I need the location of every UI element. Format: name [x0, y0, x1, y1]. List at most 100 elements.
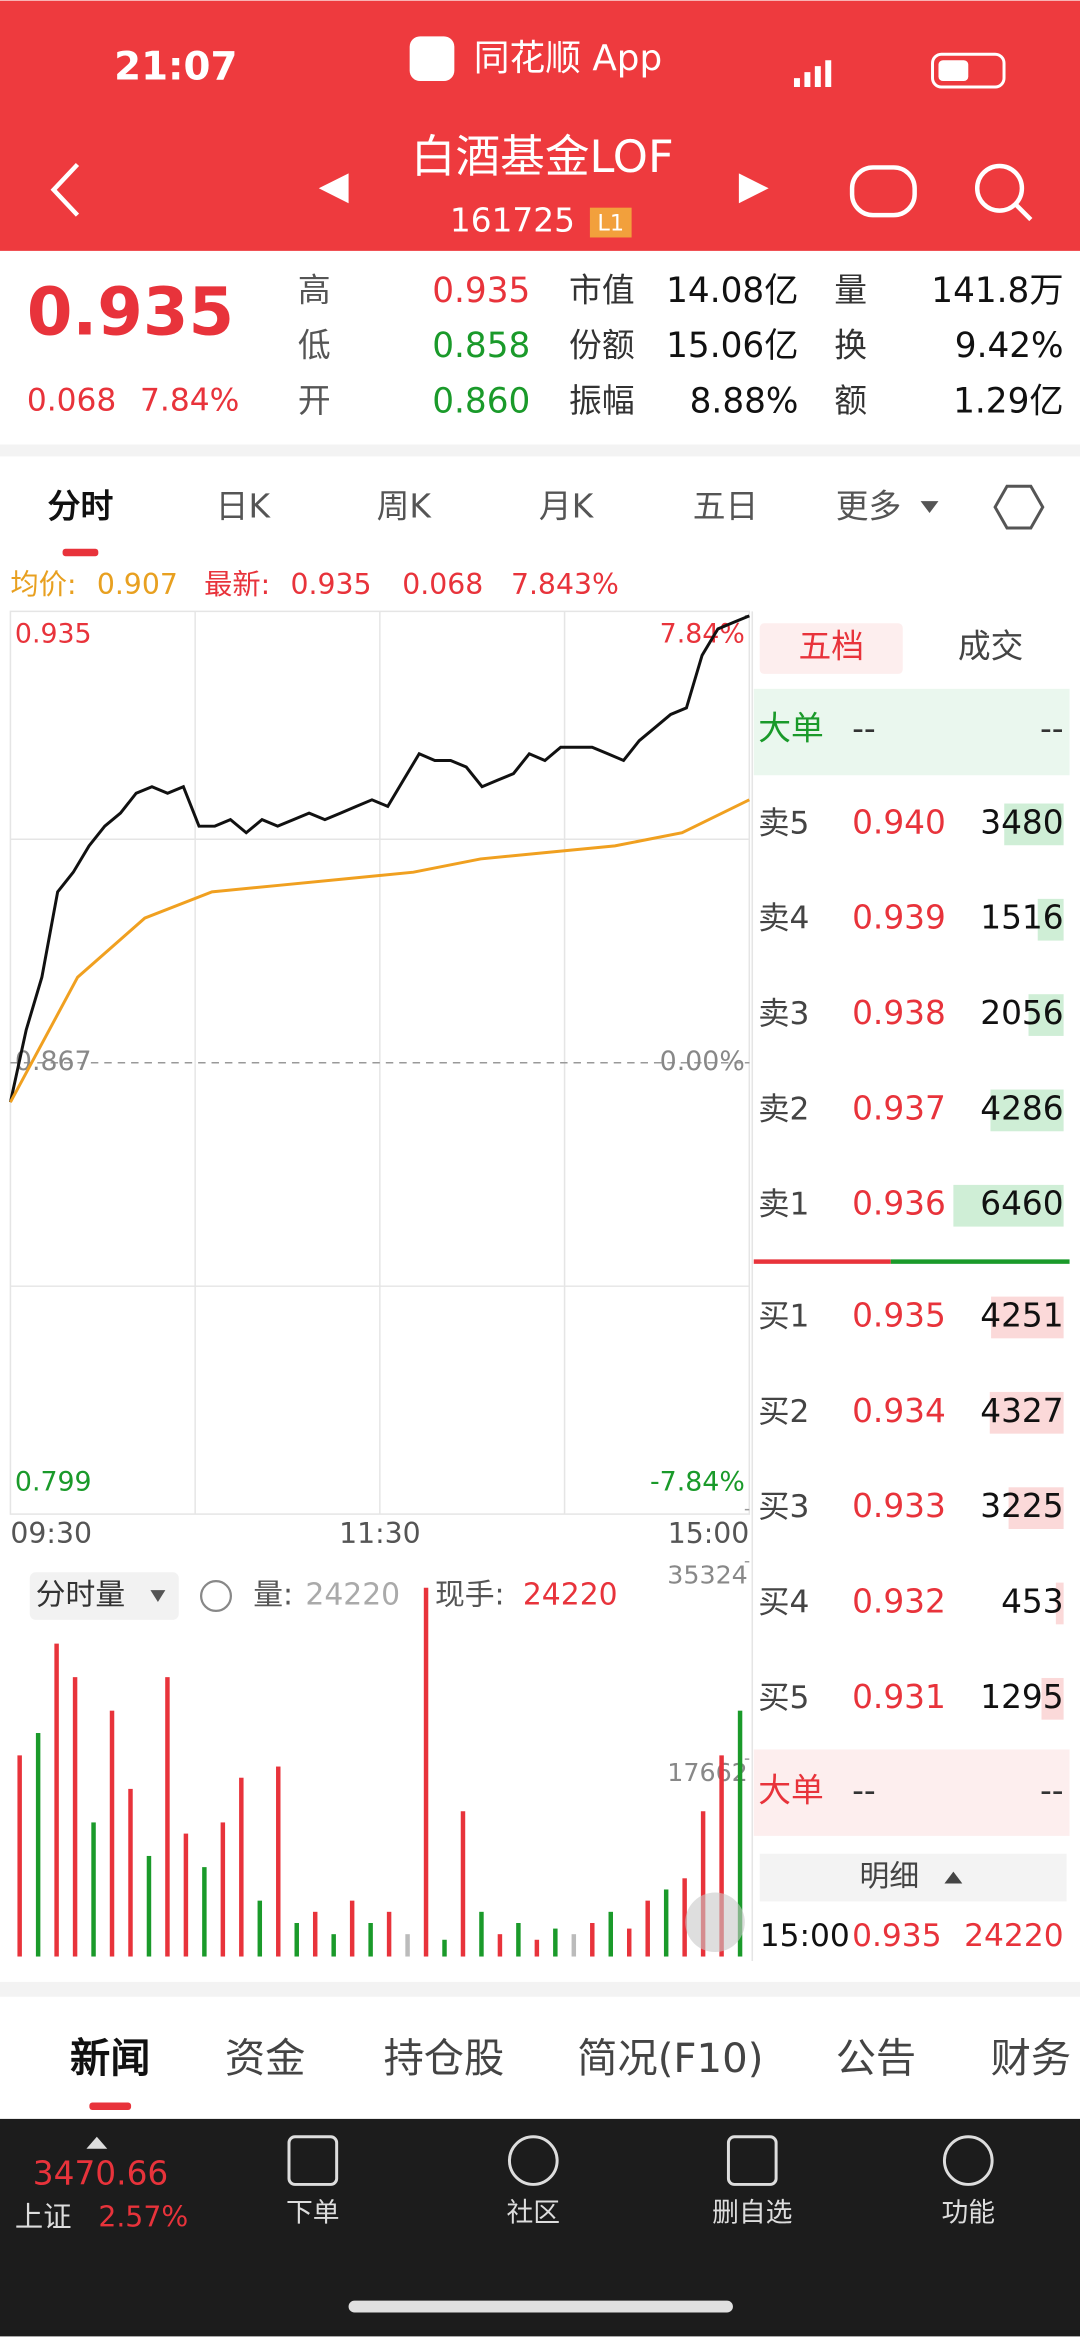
stat-label: 市值 [569, 272, 635, 310]
pct: 7.84% [140, 382, 239, 418]
level-price: 0.936 [852, 1185, 946, 1223]
level: 买3 [758, 1489, 809, 1525]
depth-bar [1028, 994, 1064, 1036]
book-tab: 五档 [798, 628, 864, 666]
search-handle [1014, 203, 1033, 222]
y-tick-label: 35324 [667, 1560, 748, 1590]
depth-bar [1037, 898, 1064, 941]
level: 卖5 [758, 805, 809, 841]
tab: 周K [377, 488, 433, 526]
big-dash: -- [852, 1772, 876, 1810]
level-price: 0.931 [852, 1678, 946, 1716]
price-line [8, 614, 750, 1103]
volume-bar [682, 1878, 687, 1957]
legend-item: 0.935 [290, 568, 371, 601]
next-button[interactable] [738, 173, 769, 204]
big-label: 大单 [758, 710, 824, 748]
price-line [9, 798, 750, 1103]
level: 买5 [758, 1680, 809, 1716]
big-buy-bg [753, 1749, 1070, 1836]
app-icon [409, 36, 455, 82]
signal-icon [793, 60, 832, 88]
nav-icon [726, 2135, 778, 2186]
bottom-tab[interactable]: 新闻 [70, 2036, 150, 2082]
volume-bar [202, 1867, 207, 1957]
legend-item: 0.907 [97, 568, 178, 601]
vol-select-bg [29, 1572, 179, 1620]
more-arrow [920, 501, 939, 514]
nav-item[interactable]: 功能 [941, 2198, 995, 2229]
level: 卖2 [758, 1091, 809, 1127]
expand-button[interactable] [685, 1892, 745, 1953]
settings-button[interactable] [993, 484, 1045, 530]
help-icon [199, 1580, 233, 1613]
level-volume: 1295 [980, 1678, 1063, 1716]
volume-bar [109, 1710, 115, 1957]
vol-value: 24220 [305, 1578, 400, 1613]
depth-bar [990, 1089, 1064, 1132]
legend-item: 最新: [204, 568, 270, 601]
tab: 日K [216, 488, 272, 526]
volume-bar [331, 1934, 336, 1957]
x-tick-label: 15:00 [668, 1517, 750, 1550]
stat-value: 0.935 [432, 271, 530, 311]
bottom-tab[interactable]: 持仓股 [384, 2036, 505, 2082]
y-tick-label: 0.935 [15, 619, 92, 650]
book-split-green [890, 1259, 1070, 1264]
bottom-tab[interactable]: 简况(F10) [577, 2036, 763, 2082]
volume-bar [220, 1822, 226, 1957]
level-volume: 3225 [980, 1487, 1063, 1525]
change: 0.068 [27, 382, 117, 418]
big-sell-bg [753, 688, 1070, 776]
volume-bar [590, 1923, 595, 1957]
stat-value: 0.858 [432, 326, 530, 366]
volume-bar [386, 1911, 392, 1957]
level-price: 0.935 [852, 1296, 946, 1334]
header-bg [0, 0, 1080, 251]
level-volume: 1516 [980, 899, 1063, 937]
bottom-tab[interactable]: 公告 [836, 2036, 916, 2082]
app-name: 同花顺 App [474, 38, 662, 79]
stat-value: 0.860 [432, 381, 530, 421]
level-price: 0.937 [852, 1089, 946, 1127]
price: 0.935 [27, 274, 234, 350]
level: 卖3 [758, 996, 809, 1032]
stat-value: 14.08亿 [666, 271, 798, 311]
index-value: 3470.66 [33, 2155, 169, 2193]
depth-bar [1008, 1487, 1064, 1529]
bottom-tab[interactable]: 资金 [225, 2036, 305, 2082]
volume-bar [516, 1923, 521, 1957]
legend-item: 0.068 [402, 568, 483, 601]
volume-bar [183, 1833, 189, 1957]
divider [0, 444, 1080, 457]
volume-bar [405, 1934, 410, 1957]
badge: L1 [597, 211, 624, 237]
bottom-tab[interactable]: 财务 [991, 2036, 1071, 2082]
robot-button[interactable] [849, 165, 917, 218]
depth-bar [1004, 803, 1064, 846]
volume-bar [165, 1677, 170, 1957]
stat-label: 高 [298, 272, 331, 310]
level-price: 0.938 [852, 994, 946, 1032]
nav-item[interactable]: 删自选 [712, 2198, 792, 2229]
back-button[interactable] [50, 162, 80, 217]
stat-label: 额 [834, 382, 867, 420]
nav-icon [507, 2135, 559, 2186]
prev-button[interactable] [318, 173, 349, 204]
volume-bar [72, 1677, 78, 1957]
volume-bar [35, 1733, 41, 1957]
level: 买1 [758, 1298, 809, 1334]
book-split-red [753, 1259, 891, 1264]
volume-bar [497, 1934, 503, 1957]
nav-item[interactable]: 社区 [506, 2198, 560, 2229]
search-button[interactable] [974, 163, 1025, 213]
nav-item[interactable]: 下单 [286, 2198, 340, 2229]
volume-bar [442, 1939, 447, 1957]
hand-label: 现手: [435, 1578, 505, 1613]
level: 买2 [758, 1394, 809, 1430]
depth-bar [953, 1184, 1064, 1227]
stat-label: 开 [298, 382, 331, 420]
divider [0, 1981, 1080, 1997]
depth-bar [991, 1296, 1064, 1339]
level-volume: 4327 [980, 1392, 1063, 1430]
